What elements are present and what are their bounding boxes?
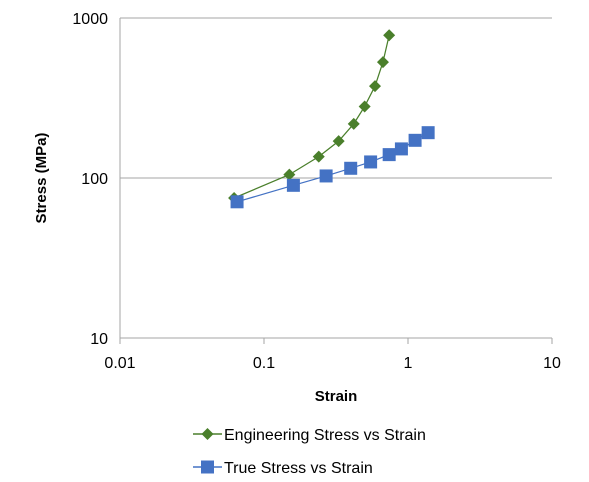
data-point: [347, 117, 360, 130]
data-point: [408, 133, 422, 147]
x-tick-label: 1: [404, 355, 413, 372]
data-point: [394, 142, 408, 156]
data-point: [364, 155, 378, 169]
data-point: [344, 161, 358, 175]
x-tick-label: 10: [543, 355, 561, 372]
legend-label: True Stress vs Strain: [224, 460, 373, 477]
data-point: [286, 178, 300, 192]
data-point: [332, 135, 345, 148]
legend: Engineering Stress vs Strain True Stress …: [193, 427, 426, 477]
data-point: [421, 126, 435, 140]
data-point: [383, 29, 396, 42]
legend-marker: [201, 428, 214, 440]
series-true-stress: [230, 126, 435, 209]
tick-labels: 10 100 1000 0.01 0.1 1 10: [72, 11, 561, 372]
data-point: [369, 80, 382, 93]
data-point: [376, 56, 389, 69]
grid-lines: [120, 17, 552, 179]
x-tick-label: 0.01: [104, 355, 135, 372]
data-point: [382, 148, 396, 162]
data-point: [283, 168, 296, 181]
y-tick-label: 10: [90, 331, 108, 348]
x-tick-label: 0.1: [253, 355, 275, 372]
axes: [119, 18, 553, 344]
y-tick-label: 100: [81, 171, 108, 188]
legend-marker: [201, 460, 214, 474]
legend-item: True Stress vs Strain: [193, 460, 373, 477]
legend-label: Engineering Stress vs Strain: [224, 427, 426, 444]
y-axis-title: Stress (MPa): [33, 133, 50, 224]
y-tick-label: 1000: [72, 11, 108, 28]
legend-item: Engineering Stress vs Strain: [193, 427, 426, 444]
data-point: [312, 150, 325, 163]
data-point: [230, 195, 244, 209]
plot-area: [228, 29, 435, 209]
data-point: [319, 169, 333, 183]
x-axis-title: Strain: [315, 388, 358, 405]
data-point: [358, 100, 371, 113]
series-line: [233, 35, 390, 199]
